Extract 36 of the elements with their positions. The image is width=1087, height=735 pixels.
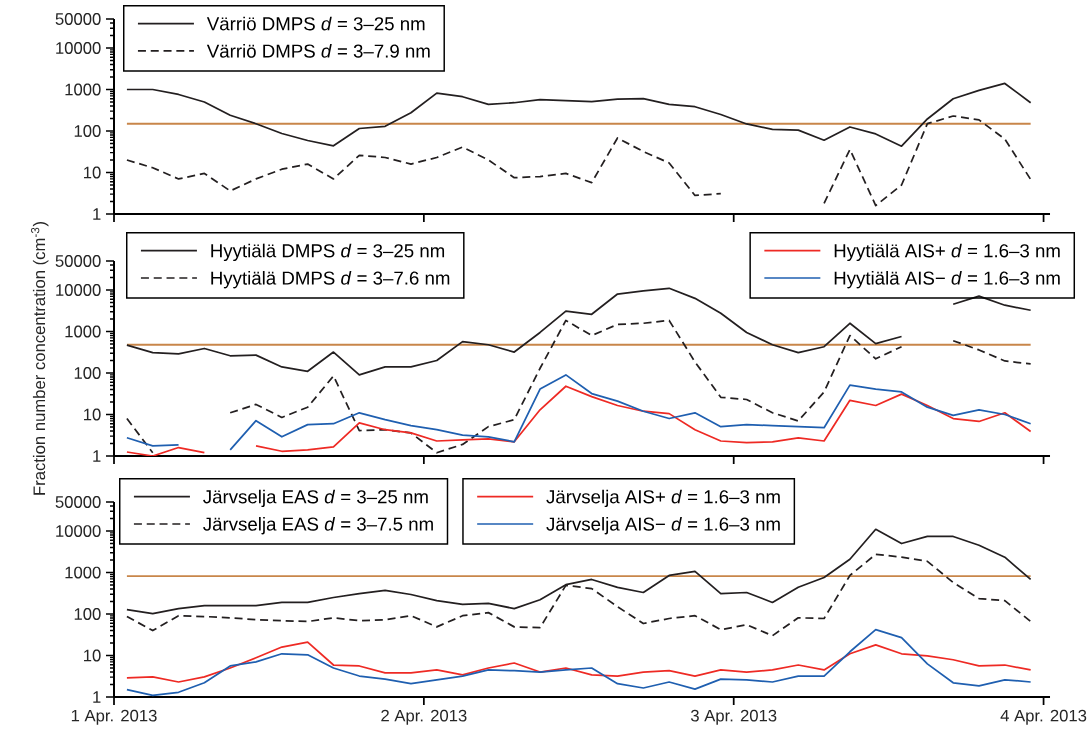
x-tick-label: 2 Apr. 2013 [381, 709, 467, 725]
y-tick-label: 1 [93, 450, 101, 462]
legend-label: Hyytiälä AIS+ d = 1.6–3 nm [834, 243, 1060, 262]
y-tick-label: 10000 [56, 42, 101, 54]
y-tick-label: 10 [84, 649, 101, 662]
legend-label: Järvselja AIS− d = 1.6–3 nm [546, 517, 780, 535]
y-tick-label: 1000 [65, 325, 101, 338]
line-series [126, 628, 1032, 697]
x-tick-label: 3 Apr. 2013 [690, 709, 777, 725]
legend-label: Järvselja AIS+ d = 1.6–3 nm [546, 489, 780, 508]
legend-label: Hyytiälä DMPS d = 3–25 nm [211, 243, 445, 262]
y-tick-label: 50000 [55, 496, 101, 508]
y-tick-label: 10 [84, 408, 101, 421]
x-tick-label: 1 Apr. 2013 [71, 709, 157, 725]
legend-label: Hyytiälä DMPS d = 3–7.6 nm [211, 271, 450, 289]
y-tick-label: 50000 [55, 255, 101, 267]
y-tick-label: 100 [74, 608, 101, 620]
legend-label: Värriö DMPS d = 3–7.9 nm [206, 43, 430, 58]
y-tick-label: 1 [93, 691, 101, 703]
legend-label: Värriö DMPS d = 3–25 nm [206, 16, 425, 31]
x-tick-label: 4 Apr. 2013 [1000, 709, 1087, 725]
y-tick-label: 1000 [65, 83, 101, 96]
legend-label: Hyytiälä AIS− d = 1.6–3 nm [834, 271, 1060, 289]
y-tick-label: 10 [84, 166, 101, 179]
y-tick-label: 100 [74, 367, 101, 379]
legend-label: Järvselja EAS d = 3–7.5 nm [203, 517, 433, 535]
legend-label: Järvselja EAS d = 3–25 nm [203, 489, 428, 508]
line-series [126, 641, 1032, 683]
y-tick-label: 50000 [55, 13, 101, 25]
y-axis-title: Fraction number concentration (cm$^{-3}$) [31, 222, 49, 495]
y-tick-label: 100 [74, 125, 101, 137]
y-tick-label: 10000 [56, 525, 101, 537]
y-tick-label: 10000 [56, 284, 101, 296]
y-tick-label: 1000 [65, 566, 101, 579]
y-tick-label: 1 [93, 208, 101, 220]
line-series [126, 82, 1032, 148]
